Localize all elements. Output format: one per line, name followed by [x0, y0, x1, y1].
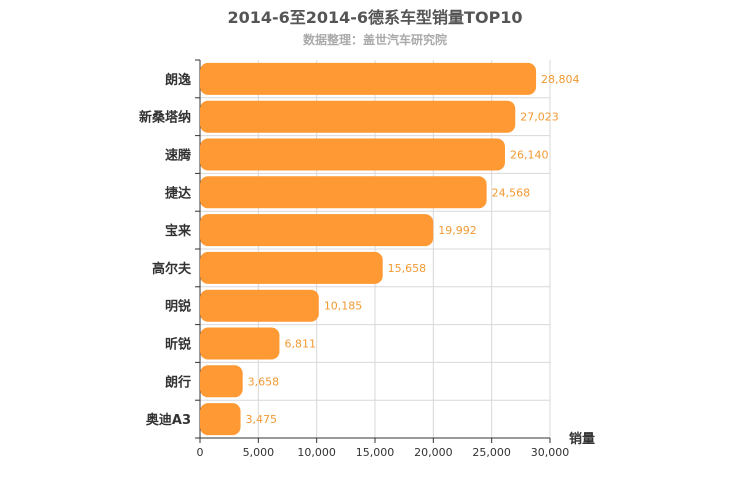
bar: [200, 403, 241, 436]
category-label: 宝来: [165, 223, 192, 239]
category-label: 朗逸: [165, 72, 191, 88]
bar: [200, 62, 537, 95]
x-tick-label: 0: [197, 446, 204, 459]
x-tick-label: 5,000: [243, 446, 275, 459]
bar: [200, 251, 383, 284]
bar: [200, 214, 434, 247]
chart-subtitle: 数据整理：盖世汽车研究院: [302, 33, 447, 47]
x-tick-label: 10,000: [297, 446, 336, 459]
category-label: 新桑塔纳: [139, 110, 191, 126]
bar: [200, 365, 243, 398]
x-tick-label: 30,000: [531, 446, 570, 459]
bar: [200, 327, 280, 360]
data-label: 27,023: [520, 111, 559, 124]
data-label: 6,811: [284, 338, 316, 351]
data-label: 3,658: [248, 375, 280, 388]
category-label: 奥迪A3: [146, 412, 191, 428]
category-label: 朗行: [165, 374, 191, 390]
category-label: 明锐: [165, 299, 191, 315]
x-tick-label: 15,000: [356, 446, 395, 459]
bar: [200, 289, 319, 322]
chart-title: 2014-6至2014-6德系车型销量TOP10: [227, 8, 523, 27]
category-label: 速腾: [165, 148, 192, 164]
data-label: 10,185: [324, 300, 363, 313]
category-label: 捷达: [165, 185, 191, 201]
data-label: 19,992: [438, 224, 477, 237]
bar: [200, 100, 516, 133]
data-label: 26,140: [510, 149, 549, 162]
data-label: 15,658: [388, 262, 427, 275]
category-label: 昕锐: [165, 337, 191, 353]
data-label: 24,568: [492, 186, 531, 199]
bar: [200, 176, 487, 209]
category-label: 高尔夫: [152, 261, 192, 277]
data-label: 28,804: [541, 73, 580, 86]
x-tick-label: 25,000: [472, 446, 511, 459]
data-label: 3,475: [246, 413, 278, 426]
bar: [200, 138, 505, 171]
x-axis-title: 销量: [569, 431, 595, 447]
x-tick-label: 20,000: [414, 446, 453, 459]
